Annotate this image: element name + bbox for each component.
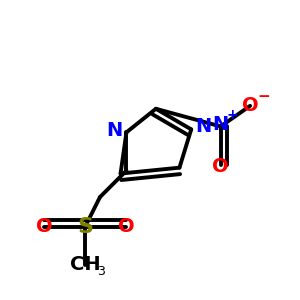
Text: N: N — [212, 116, 229, 134]
Text: +: + — [226, 108, 238, 122]
Text: S: S — [77, 217, 93, 237]
Text: O: O — [212, 157, 229, 176]
Text: O: O — [118, 217, 135, 236]
Text: −: − — [258, 89, 271, 104]
Text: N: N — [195, 117, 211, 136]
Text: N: N — [106, 122, 123, 140]
Text: 3: 3 — [98, 265, 105, 278]
Text: CH: CH — [70, 255, 100, 274]
Text: O: O — [36, 217, 52, 236]
Text: O: O — [242, 96, 258, 115]
